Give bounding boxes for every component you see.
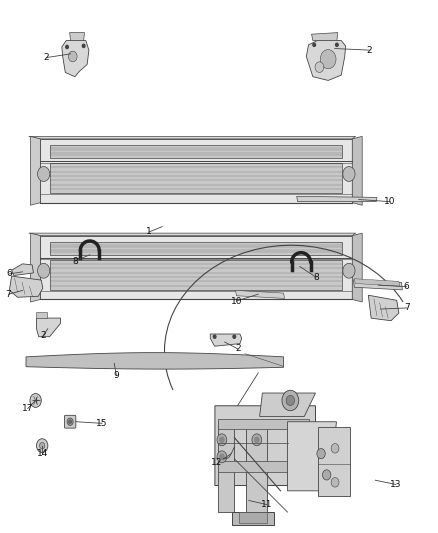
Circle shape bbox=[252, 434, 261, 446]
Circle shape bbox=[82, 44, 85, 47]
Circle shape bbox=[36, 439, 48, 453]
Polygon shape bbox=[311, 33, 338, 41]
Polygon shape bbox=[50, 146, 343, 158]
Polygon shape bbox=[288, 422, 336, 491]
Circle shape bbox=[331, 478, 339, 487]
Circle shape bbox=[220, 454, 224, 459]
Polygon shape bbox=[318, 427, 350, 496]
Text: 6: 6 bbox=[404, 282, 410, 291]
Polygon shape bbox=[236, 290, 285, 298]
Polygon shape bbox=[353, 280, 403, 290]
Text: 2: 2 bbox=[40, 331, 46, 340]
Polygon shape bbox=[30, 136, 40, 205]
Polygon shape bbox=[352, 136, 362, 205]
Text: 13: 13 bbox=[390, 480, 402, 489]
Text: 10: 10 bbox=[231, 296, 242, 305]
Polygon shape bbox=[368, 295, 399, 321]
Text: 1: 1 bbox=[146, 228, 152, 237]
Circle shape bbox=[213, 335, 216, 338]
Text: 8: 8 bbox=[72, 257, 78, 265]
Circle shape bbox=[69, 420, 71, 423]
Circle shape bbox=[322, 470, 331, 480]
Polygon shape bbox=[29, 233, 356, 236]
Circle shape bbox=[255, 437, 259, 442]
Polygon shape bbox=[26, 353, 284, 369]
Polygon shape bbox=[36, 318, 60, 337]
Circle shape bbox=[336, 43, 338, 46]
Polygon shape bbox=[40, 236, 352, 300]
Text: 15: 15 bbox=[96, 419, 108, 428]
Polygon shape bbox=[40, 139, 352, 203]
Polygon shape bbox=[50, 242, 343, 255]
Text: 7: 7 bbox=[404, 303, 410, 312]
Polygon shape bbox=[210, 334, 242, 346]
Circle shape bbox=[320, 50, 336, 69]
Circle shape bbox=[282, 390, 299, 410]
Circle shape bbox=[286, 395, 294, 406]
Circle shape bbox=[343, 263, 355, 278]
Text: 14: 14 bbox=[36, 449, 48, 458]
Text: 12: 12 bbox=[211, 458, 222, 466]
Text: 10: 10 bbox=[385, 197, 396, 206]
Polygon shape bbox=[260, 393, 315, 416]
Circle shape bbox=[220, 437, 224, 442]
FancyBboxPatch shape bbox=[64, 415, 76, 428]
Circle shape bbox=[217, 434, 227, 446]
Polygon shape bbox=[29, 136, 356, 139]
Circle shape bbox=[30, 393, 41, 407]
Polygon shape bbox=[12, 264, 33, 276]
Polygon shape bbox=[352, 233, 362, 302]
Text: 2: 2 bbox=[367, 46, 372, 55]
Circle shape bbox=[233, 335, 236, 338]
Text: 2: 2 bbox=[44, 53, 49, 62]
Circle shape bbox=[68, 51, 77, 62]
Circle shape bbox=[217, 451, 227, 463]
Polygon shape bbox=[232, 512, 274, 525]
Circle shape bbox=[317, 449, 325, 459]
Polygon shape bbox=[218, 422, 234, 512]
Text: 9: 9 bbox=[113, 371, 119, 380]
Circle shape bbox=[343, 166, 355, 181]
Circle shape bbox=[331, 443, 339, 453]
Polygon shape bbox=[10, 276, 43, 297]
Polygon shape bbox=[50, 260, 343, 290]
Polygon shape bbox=[218, 461, 308, 472]
Polygon shape bbox=[30, 233, 40, 302]
Polygon shape bbox=[246, 422, 267, 512]
Circle shape bbox=[38, 166, 50, 181]
Text: 11: 11 bbox=[261, 500, 273, 509]
Circle shape bbox=[67, 418, 73, 425]
Circle shape bbox=[313, 43, 315, 46]
Polygon shape bbox=[36, 312, 47, 318]
Polygon shape bbox=[70, 33, 85, 41]
Circle shape bbox=[66, 45, 68, 49]
Text: 8: 8 bbox=[313, 273, 319, 281]
Polygon shape bbox=[354, 279, 400, 286]
Circle shape bbox=[39, 442, 45, 449]
Polygon shape bbox=[215, 406, 315, 486]
Polygon shape bbox=[239, 512, 267, 523]
Text: 17: 17 bbox=[22, 404, 34, 413]
Circle shape bbox=[38, 263, 50, 278]
Polygon shape bbox=[218, 418, 308, 429]
Polygon shape bbox=[62, 41, 89, 77]
Polygon shape bbox=[306, 41, 346, 80]
Polygon shape bbox=[297, 196, 377, 201]
Circle shape bbox=[315, 62, 324, 72]
Polygon shape bbox=[50, 163, 343, 193]
Text: 2: 2 bbox=[235, 344, 240, 353]
Text: 7: 7 bbox=[6, 289, 11, 298]
Text: 6: 6 bbox=[7, 270, 12, 278]
